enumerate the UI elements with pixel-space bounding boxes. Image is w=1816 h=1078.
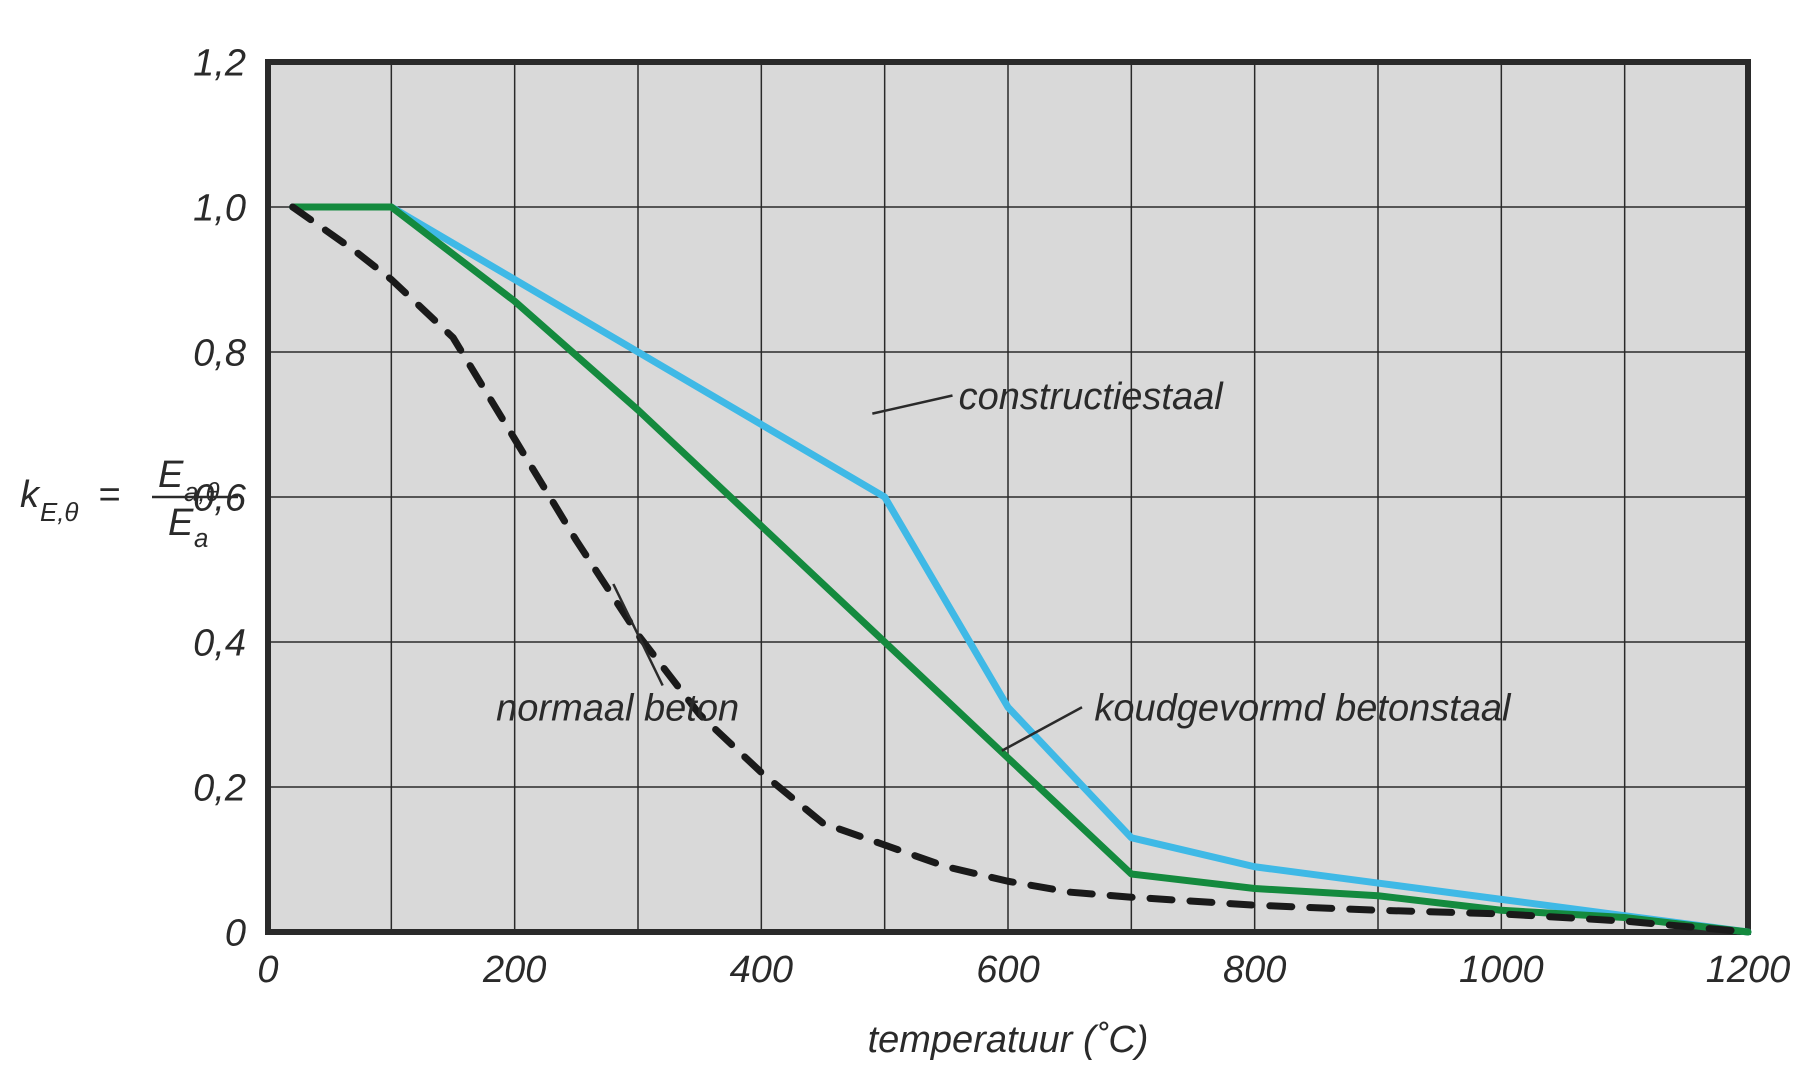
x-tick-label: 1200: [1706, 949, 1791, 991]
svg-text:E: E: [168, 502, 194, 544]
x-tick-label: 1000: [1459, 949, 1544, 991]
x-tick-label: 400: [730, 949, 793, 991]
y-tick-label: 1,2: [193, 42, 246, 84]
svg-text:=: =: [98, 474, 120, 516]
x-tick-label: 600: [976, 949, 1039, 991]
label-koudgevormd-betonstaal: koudgevormd betonstaal: [1094, 688, 1512, 730]
svg-text:E,θ: E,θ: [40, 499, 78, 527]
x-axis-title: temperatuur (˚C): [868, 1019, 1149, 1061]
y-tick-label: 0,8: [193, 332, 246, 374]
svg-text:a: a: [194, 525, 208, 553]
svg-text:k: k: [20, 474, 41, 516]
x-tick-label: 0: [257, 949, 278, 991]
y-tick-label: 0: [225, 912, 246, 954]
y-tick-label: 0,2: [193, 767, 246, 809]
y-tick-label: 0,4: [193, 622, 246, 664]
label-normaal-beton: normaal beton: [496, 688, 739, 730]
y-axis-title: kE,θ = Ea,θEa: [20, 454, 238, 553]
x-tick-label: 800: [1223, 949, 1286, 991]
label-constructiestaal: constructiestaal: [959, 376, 1225, 418]
reduction-factor-chart: constructiestaal koudgevormd betonstaal no…: [0, 0, 1816, 1078]
x-tick-label: 200: [482, 949, 546, 991]
svg-text:E: E: [158, 454, 184, 496]
chart-container: constructiestaal koudgevormd betonstaal no…: [0, 0, 1816, 1078]
y-tick-label: 1,0: [193, 187, 246, 229]
